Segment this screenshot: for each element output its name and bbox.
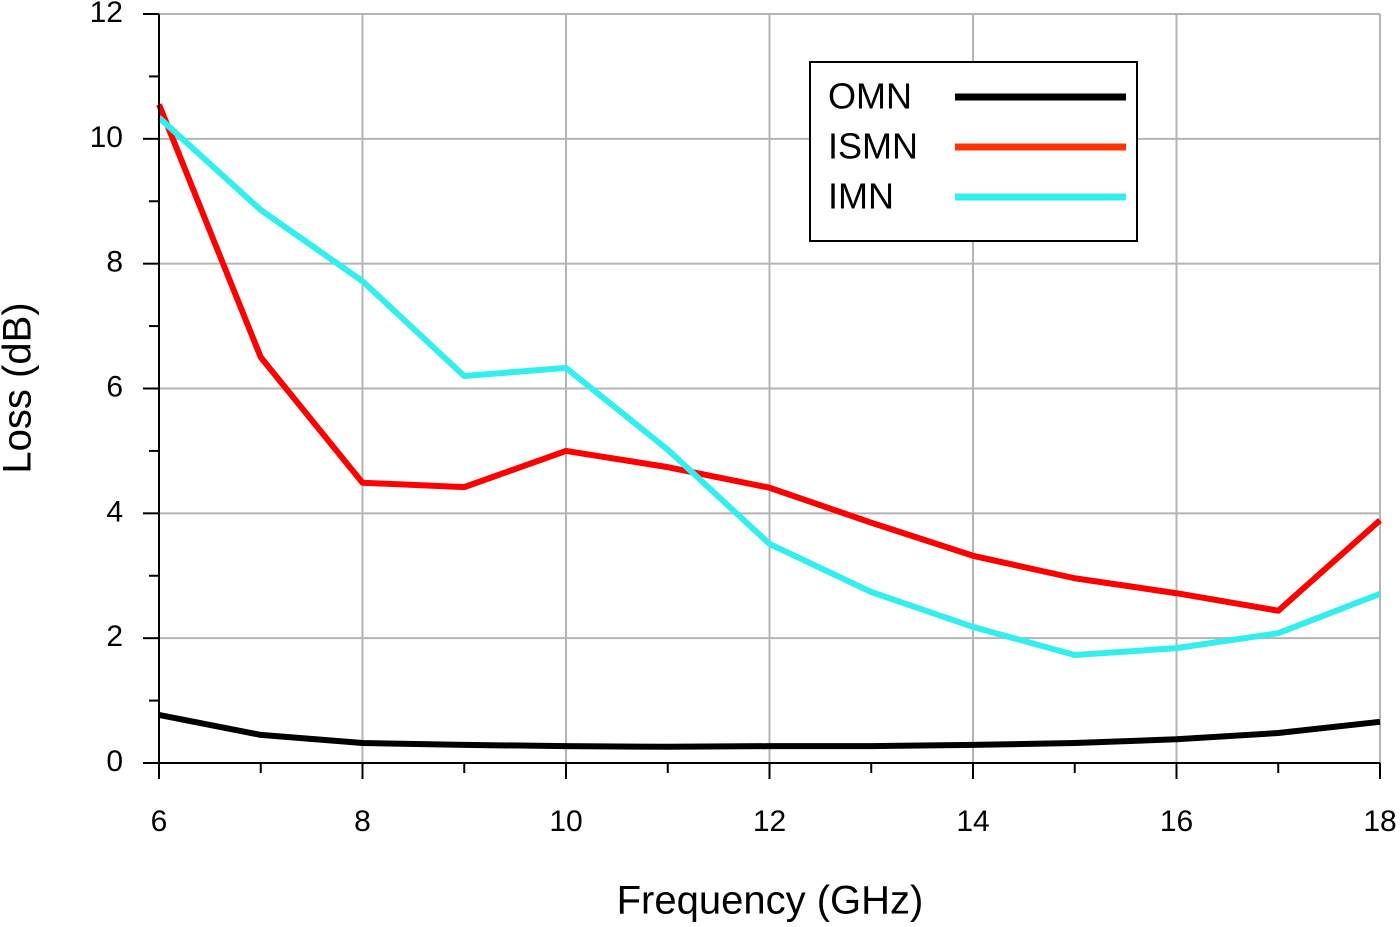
series-line [156,115,1382,659]
x-tick-label: 12 [753,805,786,838]
x-tick-label: 6 [151,805,168,838]
y-tick-label: 6 [106,370,123,403]
y-tick-label: 10 [90,121,123,154]
grid [158,13,1381,764]
y-tick-label: 8 [106,246,123,279]
y-axis-title: Loss (dB) [0,302,40,473]
legend-label: OMN [828,76,912,117]
x-axis-title: Frequency (GHz) [617,879,924,923]
y-tick-label: 4 [106,495,123,528]
legend-box [809,61,1138,242]
legend-label: ISMN [828,126,918,167]
x-tick-label: 14 [956,805,989,838]
legend-label: IMN [828,176,894,217]
y-tick-label: 0 [106,745,123,778]
x-tick-label: 10 [549,805,582,838]
x-tick-label: 8 [354,805,371,838]
x-tick-label: 16 [1160,805,1193,838]
series-line [156,103,1382,614]
x-tick-label: 18 [1363,805,1396,838]
legend: OMN ISMN IMN [809,61,1138,242]
axes: 0 2 4 6 8 10 12 6 8 10 12 14 16 18 [90,0,1397,838]
plot-lines [156,103,1382,750]
series-line [158,711,1381,750]
y-tick-label: 12 [90,0,123,29]
y-tick-label: 2 [106,620,123,653]
